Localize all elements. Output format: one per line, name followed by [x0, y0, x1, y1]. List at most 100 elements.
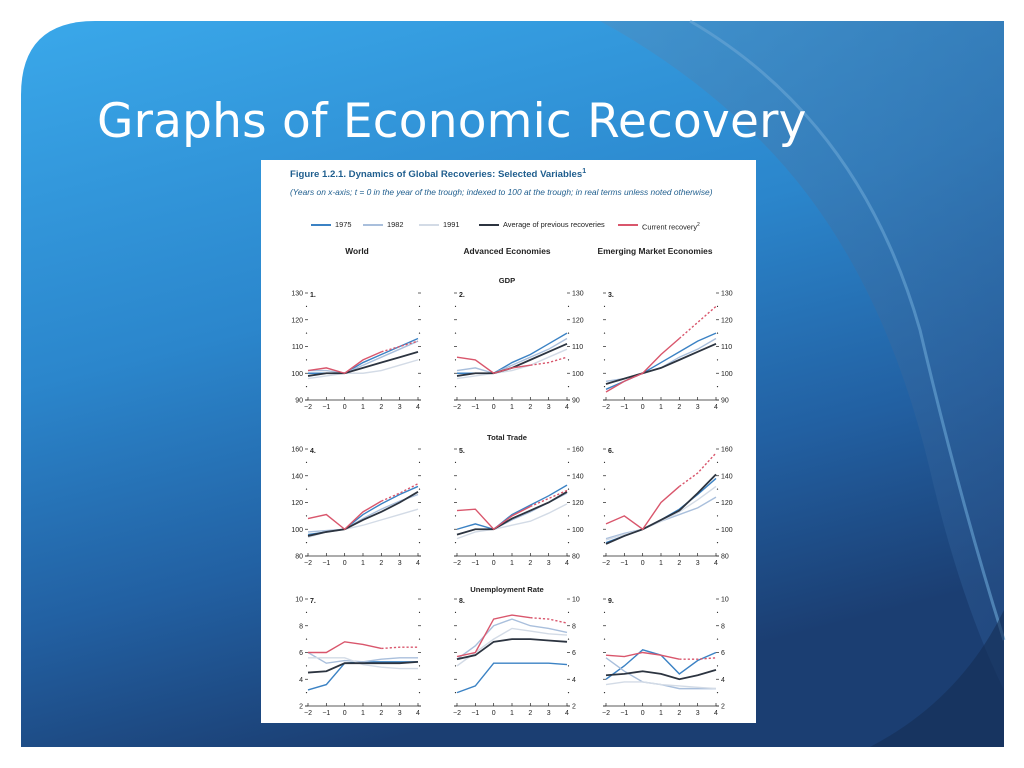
x-tick-label: −1 [322, 404, 330, 411]
x-tick-label: −1 [322, 710, 330, 717]
series-line [307, 651, 418, 664]
y-minor-tick [305, 515, 308, 517]
x-tick-label: 2 [379, 710, 383, 717]
y-tick-label: 160 [572, 447, 584, 454]
y-minor-tick [716, 665, 719, 667]
series-line-current [456, 356, 531, 375]
y-minor-tick [603, 665, 606, 667]
x-tick-label: −1 [620, 404, 628, 411]
y-minor-tick [418, 488, 421, 490]
y-minor-tick [567, 542, 570, 544]
y-minor-tick [716, 305, 719, 307]
panel-number: 3. [608, 292, 614, 299]
y-minor-tick [716, 488, 719, 490]
x-tick-label: 3 [398, 560, 402, 567]
legend-swatch [618, 224, 638, 226]
series-line [456, 348, 568, 380]
y-minor-tick [603, 515, 606, 517]
legend-swatch [311, 224, 331, 226]
series-line-current-projected [530, 489, 568, 508]
chart-panel-3 [603, 292, 719, 401]
x-tick-label: 3 [547, 404, 551, 411]
slide-ribbon [600, 21, 1004, 690]
x-tick-label: 1 [361, 710, 365, 717]
y-tick-label: 130 [291, 291, 303, 298]
x-tick-label: 4 [565, 560, 569, 567]
series-line-current [307, 500, 382, 531]
y-minor-tick [603, 488, 606, 490]
y-minor-tick [418, 611, 421, 613]
y-minor-tick [567, 461, 570, 463]
x-tick-label: −1 [471, 710, 479, 717]
x-tick-label: 4 [416, 710, 420, 717]
chart-panel-1 [305, 292, 421, 401]
y-tick-label: 120 [721, 317, 733, 324]
figure-title: Figure 1.2.1. Dynamics of Global Recover… [290, 168, 586, 180]
y-minor-tick [418, 692, 421, 694]
legend-label: 1975 [335, 220, 352, 229]
y-minor-tick [454, 386, 457, 388]
x-tick-label: −1 [620, 560, 628, 567]
legend-swatch [479, 224, 499, 226]
series-line-current-projected [381, 340, 419, 353]
y-tick-label: 100 [572, 371, 584, 378]
y-tick-label: 100 [721, 371, 733, 378]
row-header-trade: Total Trade [487, 433, 527, 442]
x-tick-label: 3 [398, 404, 402, 411]
legend-swatch [363, 224, 383, 226]
y-minor-tick [454, 359, 457, 361]
column-header-emerging: Emerging Market Economies [597, 246, 713, 256]
x-tick-label: −1 [322, 560, 330, 567]
y-minor-tick [418, 386, 421, 388]
y-minor-tick [454, 461, 457, 463]
series-line [307, 491, 419, 537]
x-tick-label: −2 [602, 710, 610, 717]
y-tick-label: 100 [721, 527, 733, 534]
y-minor-tick [418, 515, 421, 517]
y-tick-label: 130 [721, 291, 733, 298]
x-tick-label: 4 [416, 560, 420, 567]
y-minor-tick [305, 305, 308, 307]
x-tick-label: 0 [343, 710, 347, 717]
chart-panel-2 [454, 292, 570, 401]
x-tick-label: −2 [453, 560, 461, 567]
x-tick-label: −1 [471, 404, 479, 411]
series-line [456, 503, 568, 540]
x-tick-label: 1 [659, 710, 663, 717]
y-tick-label: 80 [295, 554, 303, 561]
y-minor-tick [716, 692, 719, 694]
y-minor-tick [567, 665, 570, 667]
legend-label: Current recovery2 [642, 219, 700, 233]
series-line [605, 485, 717, 541]
x-tick-label: 2 [677, 404, 681, 411]
panel-number: 2. [459, 292, 465, 299]
y-minor-tick [454, 692, 457, 694]
series-line-current [605, 337, 680, 393]
series-line [456, 491, 568, 536]
series-line-current-projected [679, 657, 717, 660]
series-line [307, 359, 419, 380]
y-minor-tick [716, 515, 719, 517]
y-tick-label: 160 [291, 447, 303, 454]
panel-number: 1. [310, 292, 316, 299]
y-tick-label: 90 [572, 398, 580, 405]
y-minor-tick [305, 386, 308, 388]
y-minor-tick [305, 488, 308, 490]
series-line-current-projected [678, 452, 717, 488]
panel-number: 8. [459, 598, 465, 605]
y-minor-tick [603, 305, 606, 307]
panel-number: 9. [608, 598, 614, 605]
x-tick-label: −2 [304, 560, 312, 567]
series-line-current-projected [530, 356, 568, 366]
x-tick-label: −2 [304, 710, 312, 717]
x-tick-label: 1 [510, 710, 514, 717]
series-line [605, 343, 717, 385]
x-tick-label: 2 [528, 560, 532, 567]
y-tick-label: 10 [721, 597, 729, 604]
y-minor-tick [567, 488, 570, 490]
series-line-current-projected [678, 305, 717, 340]
y-tick-label: 100 [572, 527, 584, 534]
x-tick-label: 1 [361, 404, 365, 411]
